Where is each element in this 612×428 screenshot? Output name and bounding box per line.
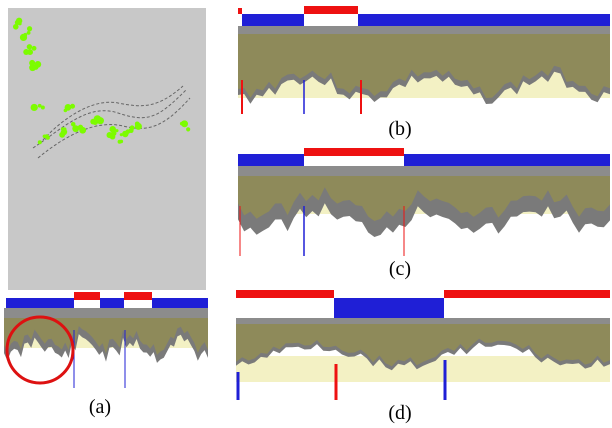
green-point (40, 105, 45, 110)
scatter-background (8, 8, 206, 290)
profile-c-svg (238, 148, 610, 256)
dashed-curve (37, 97, 191, 159)
green-point (26, 26, 33, 32)
panel-d-profile (234, 288, 610, 400)
green-point (31, 45, 37, 51)
panel-a-profile (4, 290, 208, 390)
green-point (115, 129, 119, 133)
green-point (70, 121, 76, 127)
green-point (26, 44, 33, 50)
gray-band (238, 166, 610, 176)
highlight-circle (5, 315, 75, 385)
green-point (122, 131, 126, 135)
dashed-curve (32, 89, 187, 149)
track-segment (334, 298, 444, 318)
green-point (181, 120, 187, 127)
caption-b: (b) (388, 118, 412, 140)
profile-olive (238, 34, 610, 98)
green-point (186, 127, 191, 132)
green-point (15, 17, 23, 25)
track-segment (124, 292, 152, 300)
profile-d-svg (236, 290, 610, 400)
green-point (19, 33, 28, 42)
green-point (37, 103, 42, 108)
green-point (34, 61, 42, 68)
green-point (119, 139, 124, 144)
green-point (32, 104, 38, 110)
track-segment (358, 14, 610, 26)
track-segment (404, 154, 610, 166)
track-segment (444, 290, 610, 298)
green-point (59, 131, 66, 138)
gray-band (236, 318, 610, 324)
green-point (37, 140, 42, 145)
track-segment (100, 298, 124, 308)
green-point (134, 122, 142, 130)
green-point (63, 108, 68, 113)
track-segment (152, 298, 208, 308)
profile-a-svg (4, 292, 208, 388)
panel-b-profile (234, 4, 610, 114)
panel-c-profile (234, 146, 610, 256)
track-segment (304, 148, 404, 156)
track-segment (304, 6, 358, 14)
green-point (72, 125, 80, 133)
green-point (26, 30, 31, 35)
green-point (26, 49, 33, 56)
green-point (93, 115, 102, 123)
green-point (29, 59, 36, 67)
track-segment (238, 154, 304, 166)
gray-band (238, 26, 610, 34)
green-point (45, 135, 50, 140)
green-point (60, 127, 65, 131)
green-point (77, 124, 84, 131)
caption-d: (d) (388, 402, 412, 424)
profile-olive (238, 176, 610, 221)
green-point (106, 132, 113, 139)
profile-olive (4, 318, 208, 355)
panel-a-scatter (8, 8, 206, 290)
track-segment (236, 290, 334, 298)
track-segment (74, 292, 100, 300)
track-segment (238, 8, 242, 14)
track-segment (6, 298, 74, 308)
green-point (128, 128, 134, 134)
scatter-svg (8, 8, 206, 290)
green-point (111, 130, 117, 136)
profile-b-svg (238, 6, 610, 114)
profile-olive (236, 324, 610, 367)
green-point (12, 23, 19, 30)
green-point (70, 103, 76, 109)
track-segment (242, 14, 304, 26)
dashed-curve (42, 85, 184, 141)
caption-c: (c) (388, 258, 412, 280)
caption-a: (a) (88, 396, 112, 418)
green-point (65, 105, 70, 110)
gray-band (4, 308, 208, 318)
